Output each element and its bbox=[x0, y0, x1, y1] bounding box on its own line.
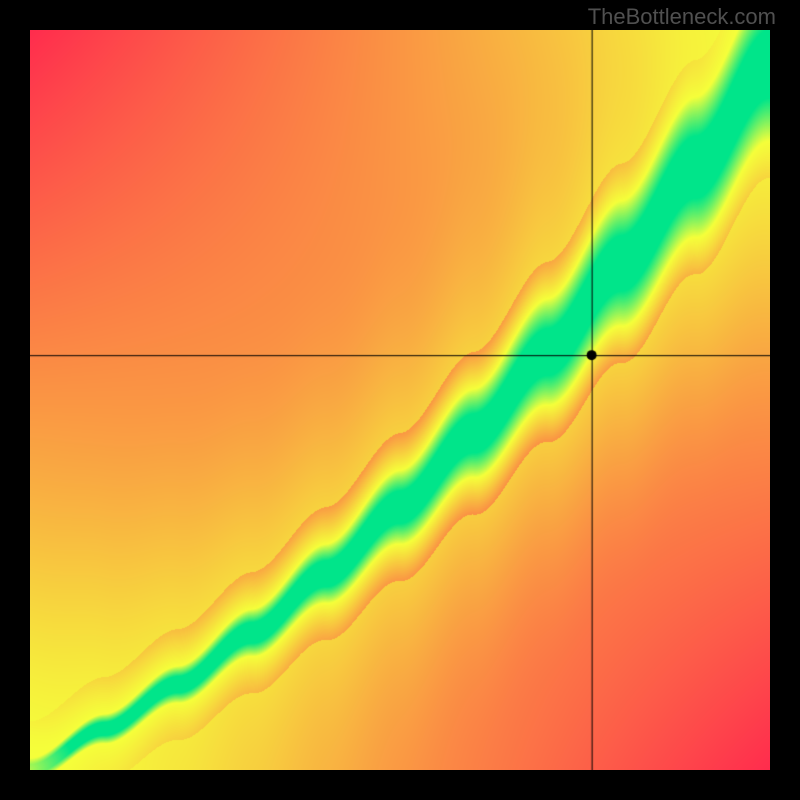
watermark-text: TheBottleneck.com bbox=[588, 4, 776, 30]
bottleneck-heatmap bbox=[30, 30, 770, 770]
chart-container: TheBottleneck.com bbox=[0, 0, 800, 800]
